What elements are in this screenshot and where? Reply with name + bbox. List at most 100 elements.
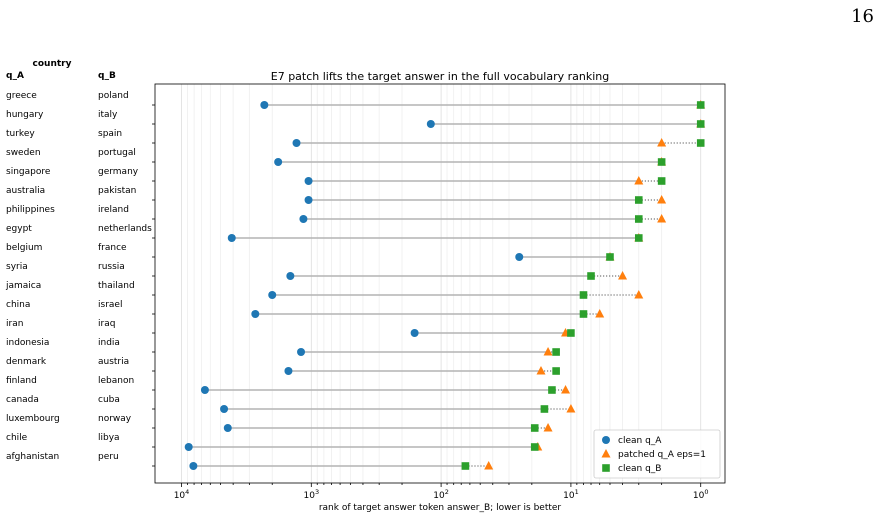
clean-q-a-point	[223, 424, 232, 432]
row-label-q-b: spain	[98, 129, 122, 139]
clean-q-a-point	[286, 272, 295, 280]
patched-q-a-point	[536, 366, 546, 375]
patched-q-a-point	[634, 176, 644, 185]
page-number: 16	[851, 6, 874, 27]
row-label-q-b: iraq	[98, 319, 115, 329]
patched-q-a-point	[543, 347, 553, 356]
row-label-q-a: greece	[6, 91, 37, 101]
clean-q-b-point	[657, 158, 666, 166]
clean-q-a-point	[304, 177, 313, 185]
clean-q-b-point	[634, 196, 643, 204]
clean-q-a-point	[200, 386, 209, 394]
clean-q-a-point	[268, 291, 277, 299]
clean-q-a-point	[426, 120, 435, 128]
clean-q-b-point	[552, 367, 560, 375]
clean-q-a-point	[251, 310, 260, 318]
x-tick-label: 103	[304, 488, 320, 501]
row-label-q-b: portugal	[98, 148, 136, 158]
clean-q-b-point	[634, 215, 643, 223]
patched-q-a-point	[657, 214, 667, 223]
row-label-q-a: philippines	[6, 205, 55, 215]
patched-q-a-point	[595, 309, 605, 318]
legend-label: clean q_A	[618, 436, 662, 446]
clean-q-a-point	[227, 234, 236, 242]
clean-q-a-point	[284, 367, 293, 375]
grid-layer	[181, 84, 702, 483]
row-label-q-b: italy	[98, 110, 118, 120]
x-tick-label: 104	[174, 488, 190, 501]
row-label-q-a: australia	[6, 186, 45, 196]
clean-q-b-point	[606, 253, 614, 261]
row-label-q-b: austria	[98, 357, 129, 367]
clean-q-b-point	[696, 139, 705, 147]
rows-layer: greece poland hungary italy turkey spain swede…	[5, 91, 706, 470]
clean-q-b-point	[540, 405, 549, 413]
plot-area	[154, 83, 726, 484]
clean-q-b-point	[696, 101, 705, 109]
row-label-q-a: canada	[6, 395, 39, 405]
clean-q-a-point	[274, 158, 283, 166]
clean-q-b-point	[552, 348, 560, 356]
clean-q-a-point	[189, 462, 198, 470]
patched-q-a-point	[634, 290, 644, 299]
row-label-q-a: chile	[6, 433, 28, 443]
row-label-q-a: luxembourg	[6, 414, 60, 424]
row-label-q-b: russia	[98, 262, 125, 272]
row-label-q-a: hungary	[6, 110, 44, 120]
row-label-q-a: sweden	[6, 148, 41, 158]
x-axis-label: rank of target answer token answer_B; lo…	[319, 503, 562, 513]
clean-q-b-point	[696, 120, 705, 128]
legend-box	[593, 429, 721, 479]
row-label-q-a: belgium	[6, 243, 42, 253]
row-label-q-a: syria	[6, 262, 28, 272]
row-label-q-a: singapore	[6, 167, 51, 177]
row-label-q-b: peru	[98, 452, 119, 462]
row-label-q-b: lebanon	[98, 376, 134, 386]
row-label-q-b: ireland	[98, 205, 129, 215]
row-label-q-b: pakistan	[98, 186, 136, 196]
clean-q-b-point	[567, 329, 575, 337]
clean-q-b-point	[657, 177, 666, 185]
clean-q-b-point	[579, 291, 588, 299]
legend-marker-circle	[602, 436, 610, 444]
x-tick-label: 100	[693, 488, 709, 501]
row-label-q-a: turkey	[6, 129, 35, 139]
clean-q-b-point	[530, 424, 539, 432]
row-label-q-b: india	[98, 338, 120, 348]
row-label-q-a: afghanistan	[6, 452, 59, 462]
legend-marker-square	[602, 464, 610, 472]
patched-q-a-point	[618, 271, 628, 280]
row-label-q-b: thailand	[98, 281, 135, 291]
clean-q-a-point	[292, 139, 301, 147]
clean-q-b-point	[530, 443, 539, 451]
x-tick-label: 102	[433, 488, 449, 501]
x-axis: 104 103 102 101 100	[174, 483, 709, 501]
row-label-q-a: iran	[6, 319, 23, 329]
patched-q-a-point	[543, 423, 553, 432]
patched-q-a-point	[566, 404, 576, 413]
row-label-q-a: jamaica	[5, 281, 41, 291]
clean-q-a-point	[260, 101, 269, 109]
clean-q-a-point	[410, 329, 419, 337]
patched-q-a-point	[657, 195, 667, 204]
table-header-q-b: q_B	[98, 71, 116, 81]
row-label-q-a: finland	[6, 376, 37, 386]
patched-q-a-point	[561, 385, 571, 394]
row-label-q-a: indonesia	[6, 338, 49, 348]
chart-title: E7 patch lifts the target answer in the …	[271, 70, 610, 83]
table-header-group: country	[33, 59, 72, 69]
patched-q-a-point	[484, 461, 494, 470]
clean-q-b-point	[548, 386, 556, 394]
row-label-q-b: norway	[98, 414, 132, 424]
row-label-q-b: germany	[98, 167, 139, 177]
row-label-q-a: denmark	[6, 357, 47, 367]
clean-q-a-point	[304, 196, 313, 204]
clean-q-a-point	[515, 253, 524, 261]
clean-q-a-point	[184, 443, 193, 451]
row-label-q-a: china	[6, 300, 30, 310]
row-label-q-b: netherlands	[98, 224, 152, 234]
row-label-q-a: egypt	[6, 224, 32, 234]
clean-q-a-point	[299, 215, 308, 223]
legend-label: clean q_B	[618, 464, 661, 474]
